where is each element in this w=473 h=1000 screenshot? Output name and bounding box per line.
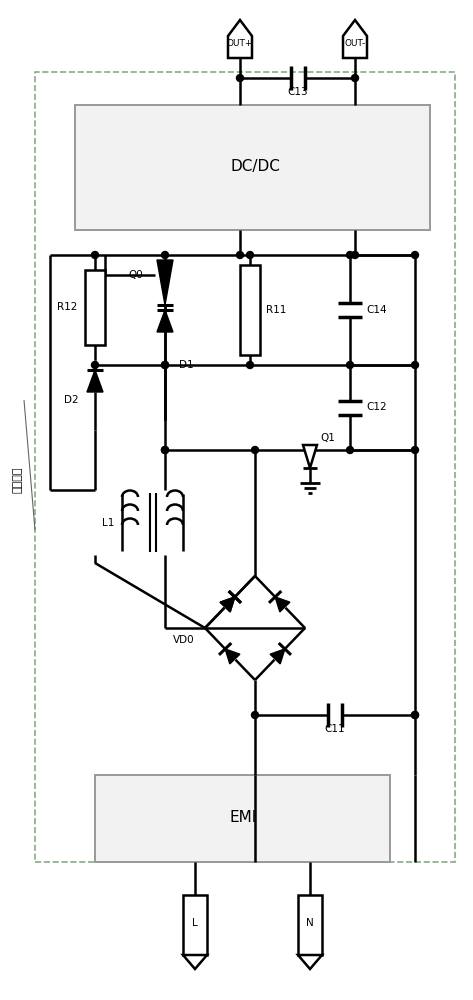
Circle shape [236,251,244,258]
Polygon shape [183,955,207,969]
Text: D1: D1 [179,360,193,370]
Bar [95,775,390,862]
Text: C14: C14 [366,305,386,315]
Text: D2: D2 [64,395,79,405]
Polygon shape [303,445,317,468]
Polygon shape [157,260,173,305]
Bar [35,72,455,862]
Polygon shape [298,955,322,969]
Circle shape [412,712,419,718]
Text: L1: L1 [102,518,114,528]
Circle shape [161,446,168,454]
Polygon shape [228,20,252,58]
Circle shape [161,361,168,368]
Bar [183,895,207,955]
Text: C11: C11 [324,724,345,734]
Text: N: N [306,918,314,928]
Bar [298,895,322,955]
Circle shape [161,361,168,368]
Polygon shape [270,649,285,664]
Polygon shape [220,597,235,612]
Circle shape [412,251,419,258]
Bar [85,270,105,345]
Bar [240,265,260,355]
Circle shape [161,446,168,454]
Text: R11: R11 [266,305,286,315]
Circle shape [412,446,419,454]
Polygon shape [220,597,235,612]
Text: 交流模块: 交流模块 [13,467,23,493]
Text: OUT-: OUT- [344,38,366,47]
Circle shape [412,361,419,368]
Text: L: L [192,918,198,928]
Text: DC/DC: DC/DC [230,159,280,174]
Polygon shape [275,597,290,612]
Text: C13: C13 [287,87,308,97]
Circle shape [347,361,353,368]
Circle shape [347,446,353,454]
Polygon shape [157,310,173,332]
Circle shape [236,75,244,82]
Circle shape [252,446,259,454]
Text: Q1: Q1 [320,433,335,443]
Circle shape [246,251,254,258]
Circle shape [347,251,353,258]
Bar [75,105,430,230]
Circle shape [252,712,259,718]
Polygon shape [225,649,240,664]
Text: EMI: EMI [229,810,257,826]
Circle shape [91,361,98,368]
Circle shape [412,712,419,718]
Text: OUT+: OUT+ [227,38,253,47]
Circle shape [91,251,98,258]
Text: C12: C12 [366,402,386,412]
Circle shape [246,361,254,368]
Circle shape [351,251,359,258]
Circle shape [161,251,168,258]
Text: VD0: VD0 [174,635,195,645]
Polygon shape [343,20,367,58]
Circle shape [351,75,359,82]
Polygon shape [87,370,103,392]
Text: R12: R12 [57,302,77,312]
Text: Q0: Q0 [128,270,143,280]
